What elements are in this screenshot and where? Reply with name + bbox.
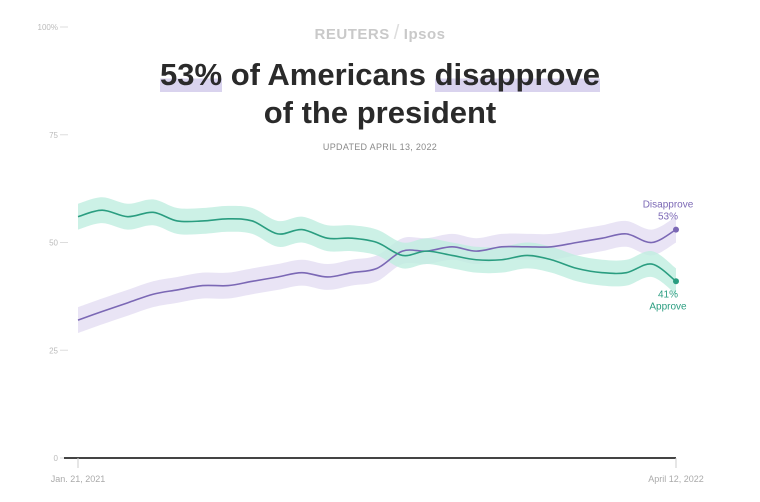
- page-title: 53% of Americans disapprove of the presi…: [0, 56, 760, 132]
- brand-separator: /: [393, 22, 400, 44]
- title-percent: 53%: [160, 57, 223, 92]
- title-disapprove: disapprove: [434, 57, 600, 92]
- x-tick-label: April 12, 2022: [648, 474, 704, 484]
- title-line2: of the president: [263, 95, 497, 130]
- y-tick-label: 75: [49, 131, 58, 140]
- brand-logo: REUTERS / Ipsos: [0, 22, 760, 45]
- series-value-label: 53%: [658, 212, 678, 223]
- endpoint-approve: [673, 278, 679, 285]
- ipsos-label: Ipsos: [403, 26, 446, 43]
- y-tick-label: 25: [49, 346, 58, 355]
- band-approve: [78, 197, 676, 295]
- line-disapprove: [77, 228, 677, 321]
- y-tick-label: 50: [49, 239, 58, 248]
- x-tick-label: Jan. 21, 2021: [51, 474, 106, 484]
- y-tick-label: 100%: [38, 23, 58, 32]
- series-name-label: Disapprove: [643, 200, 694, 211]
- series-name-label: Approve: [649, 301, 687, 312]
- line-approve: [77, 209, 677, 282]
- title-middle: of Americans: [222, 57, 435, 92]
- updated-date: UPDATED APRIL 13, 2022: [322, 142, 438, 152]
- y-tick-label: 0: [54, 454, 59, 463]
- reuters-label: REUTERS: [314, 26, 390, 43]
- series-value-label: 41%: [658, 289, 678, 300]
- endpoint-disapprove: [673, 226, 679, 233]
